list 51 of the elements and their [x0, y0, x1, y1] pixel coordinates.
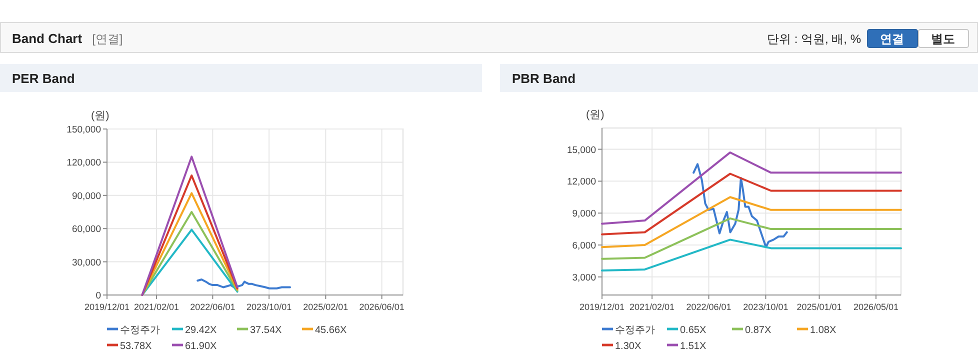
text: 연결: [880, 32, 904, 46]
y-axis-title: (원): [586, 109, 604, 121]
x-tick-label: 2022/06/01: [190, 302, 236, 312]
legend-label: 45.66X: [315, 325, 348, 336]
y-tick-label: 6,000: [572, 240, 596, 252]
legend-label: 0.65X: [680, 325, 706, 336]
text: Band Chart: [12, 31, 83, 46]
legend-label: 수정주가: [120, 325, 160, 336]
x-tick-label: 2023/10/01: [743, 302, 788, 312]
x-tick-label: 2019/12/01: [84, 302, 130, 312]
chart-title: PER Band: [12, 71, 75, 86]
text: 별도: [931, 32, 955, 46]
legend-label: 1.51X: [680, 341, 706, 352]
legend-label: 0.87X: [745, 325, 772, 336]
line-series: [601, 151, 902, 225]
legend-label: 53.78X: [120, 341, 152, 352]
legend-label: 29.42X: [185, 325, 218, 336]
y-tick-label: 0: [96, 290, 101, 302]
line-series: [601, 196, 902, 248]
x-tick-label: 2025/01/01: [796, 302, 842, 312]
x-tick-label: 2025/02/01: [303, 302, 348, 312]
y-tick-label: 90,000: [72, 190, 101, 202]
y-axis-title: (원): [91, 110, 110, 122]
x-tick-label: 2019/12/01: [579, 302, 625, 312]
y-tick-label: 12,000: [566, 176, 596, 188]
x-tick-label: 2023/10/01: [246, 302, 292, 312]
line-series: [692, 163, 788, 248]
x-tick-label: 2022/06/01: [686, 302, 732, 312]
line-series: [196, 278, 292, 290]
y-tick-label: 120,000: [66, 158, 101, 169]
x-tick-label: 2026/06/01: [359, 302, 404, 312]
x-tick-label: 2021/02/01: [134, 302, 180, 312]
y-tick-label: 15,000: [566, 144, 596, 156]
legend-label: 1.08X: [810, 325, 836, 336]
legend-label: 1.30X: [615, 341, 642, 352]
y-tick-label: 3,000: [572, 272, 596, 284]
legend-label: 61.90X: [185, 341, 218, 352]
legend-label: 수정주가: [615, 325, 655, 336]
x-tick-label: 2026/05/01: [853, 302, 898, 312]
y-tick-label: 150,000: [66, 124, 101, 136]
chart-title: PBR Band: [512, 71, 576, 86]
text: 단위 : 억원, 배, %: [766, 32, 862, 46]
x-tick-label: 2021/02/01: [630, 302, 675, 312]
y-tick-label: 9,000: [572, 208, 596, 220]
y-tick-label: 60,000: [72, 224, 101, 236]
line-series: [601, 172, 902, 236]
line-series: [601, 217, 902, 260]
line-series: [601, 238, 902, 272]
legend-label: 37.54X: [250, 325, 282, 336]
y-tick-label: 30,000: [72, 257, 101, 268]
text: [연결]: [92, 32, 123, 46]
